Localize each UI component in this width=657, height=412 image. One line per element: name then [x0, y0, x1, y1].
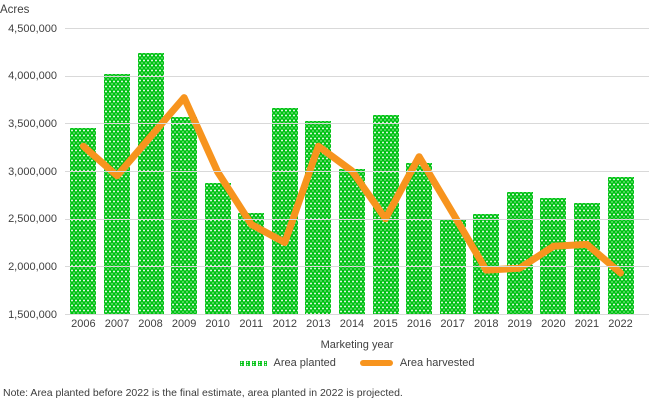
legend-item-planted: Area planted — [239, 357, 336, 369]
y-tick-label: 4,000,000 — [8, 70, 57, 83]
x-tick-label-2011: 2011 — [239, 318, 264, 330]
legend-planted-label: Area planted — [273, 357, 336, 369]
x-tick-label-2015: 2015 — [373, 318, 398, 330]
legend: Area planted Area harvested — [65, 357, 649, 369]
legend-harvested-label: Area harvested — [399, 357, 475, 369]
y-axis-tick-labels: 4,500,000 4,000,000 3,500,000 3,000,000 2,50… — [0, 23, 57, 321]
bar-2019 — [506, 192, 533, 314]
bar-2016 — [406, 163, 433, 314]
gridline — [65, 218, 649, 220]
x-tick-label-2006: 2006 — [71, 318, 96, 330]
x-tick-label-2020: 2020 — [541, 318, 566, 330]
x-tick-label-2019: 2019 — [507, 318, 533, 330]
bar-2009 — [171, 116, 198, 314]
x-tick-label-2022: 2022 — [608, 318, 633, 330]
x-axis-title: Marketing year — [320, 339, 394, 351]
bar-2018 — [473, 213, 500, 314]
y-tick-label: 2,500,000 — [8, 213, 57, 226]
plot-area — [65, 28, 649, 315]
footnote: Note: Area planted before 2022 is the fi… — [3, 387, 403, 399]
legend-item-harvested: Area harvested — [359, 357, 475, 369]
bar-2014 — [338, 169, 365, 314]
bar-2008 — [137, 52, 164, 314]
y-tick-label: 3,000,000 — [8, 165, 57, 178]
x-tick-label-2012: 2012 — [272, 318, 298, 330]
planted-swatch-icon — [239, 360, 267, 366]
x-tick-label-2008: 2008 — [138, 318, 163, 330]
gridline — [65, 171, 649, 172]
x-tick-label-2016: 2016 — [406, 318, 432, 330]
x-tick-label-2010: 2010 — [205, 318, 230, 330]
x-axis-tick-labels: 2006 2007 2008 2009 2010 2011 2012 2013 2014 2015… — [65, 318, 649, 332]
y-tick-label: 1,500,000 — [8, 308, 57, 321]
y-tick-label: 3,500,000 — [8, 117, 57, 130]
bar-2012 — [271, 108, 298, 314]
y-tick-label: 4,500,000 — [8, 22, 57, 35]
bar-2006 — [70, 128, 97, 314]
bar-2007 — [103, 73, 130, 314]
bar-2022 — [607, 176, 634, 314]
gridline — [65, 266, 649, 268]
x-tick-label-2021: 2021 — [574, 318, 600, 330]
x-tick-label-2014: 2014 — [339, 318, 365, 330]
y-axis-title: Acres — [0, 4, 30, 16]
gridline — [65, 314, 649, 315]
y-tick-label: 2,000,000 — [8, 260, 57, 273]
bar-2013 — [305, 120, 332, 314]
gridline — [65, 75, 649, 77]
x-tick-label-2009: 2009 — [171, 318, 197, 330]
x-tick-label-2013: 2013 — [306, 318, 331, 330]
x-tick-label-2007: 2007 — [104, 318, 130, 330]
bar-2010 — [204, 183, 231, 314]
x-tick-label-2017: 2017 — [440, 318, 465, 330]
x-tick-label-2018: 2018 — [473, 318, 499, 330]
gridline — [65, 123, 649, 125]
gridline — [65, 28, 649, 29]
bar-2021 — [573, 203, 600, 314]
harvested-swatch-icon — [359, 360, 393, 366]
